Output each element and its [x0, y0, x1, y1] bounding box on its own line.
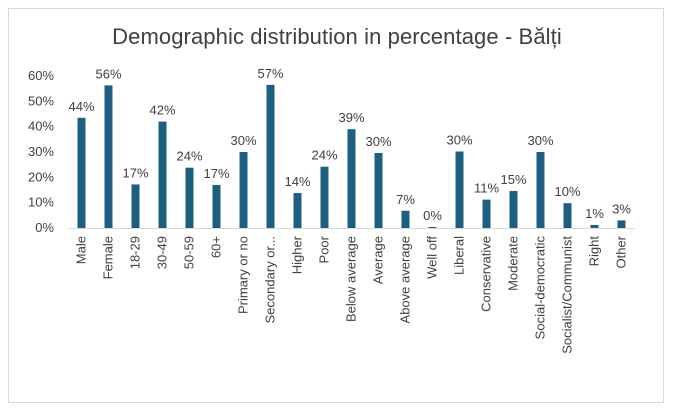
data-label: 30%	[365, 134, 391, 149]
bar	[482, 199, 491, 228]
bar	[590, 224, 599, 228]
data-label: 1%	[585, 206, 604, 221]
y-tick-label: 50%	[28, 93, 54, 108]
category-label: Liberal	[452, 236, 467, 275]
category-label: Primary or no	[236, 236, 251, 314]
bar	[131, 184, 140, 228]
data-label: 10%	[554, 184, 580, 199]
data-label: 42%	[149, 103, 175, 118]
bar	[77, 117, 86, 228]
bar	[320, 166, 329, 228]
bar	[104, 85, 113, 228]
data-label: 7%	[396, 192, 415, 207]
data-label: 44%	[68, 99, 94, 114]
bar	[401, 210, 410, 228]
bar	[293, 193, 302, 228]
category-label: Average	[371, 236, 386, 284]
bar	[428, 226, 437, 228]
data-label: 11%	[474, 181, 499, 196]
category-label: Male	[74, 236, 89, 264]
x-axis-categories: Male Female 18-29 30-49 50-59 60+ Primary or n…	[74, 235, 629, 353]
data-labels: 44%56%17%42%24%17%30%57%14%24%39%30%7%0%…	[68, 66, 631, 223]
bar	[617, 220, 626, 228]
category-label: Higher	[290, 235, 305, 274]
y-tick-label: 10%	[28, 195, 54, 210]
y-tick-label: 60%	[28, 68, 54, 83]
category-label: Right	[587, 236, 602, 267]
chart-title: Demographic distribution in percentage -…	[112, 24, 562, 49]
y-tick-label: 30%	[28, 144, 54, 159]
category-label: Female	[101, 236, 116, 279]
bar	[455, 151, 464, 228]
category-label: Poor	[317, 235, 332, 263]
category-label: Below average	[344, 236, 359, 322]
bar	[158, 121, 167, 228]
chart-frame	[8, 8, 664, 403]
data-label: 39%	[338, 110, 364, 125]
category-label: 18-29	[128, 236, 143, 269]
category-label: Secondary or...	[263, 236, 278, 323]
category-label: 50-59	[182, 236, 197, 269]
data-label: 57%	[257, 66, 283, 81]
bar	[374, 153, 383, 228]
data-label: 15%	[500, 172, 526, 187]
y-tick-label: 40%	[28, 119, 54, 134]
bar	[536, 152, 545, 228]
category-label: Above average	[398, 236, 413, 323]
category-label: 60+	[209, 236, 224, 258]
data-label: 17%	[122, 165, 148, 180]
bar	[347, 129, 356, 228]
data-label: 17%	[203, 166, 229, 181]
data-label: 3%	[612, 201, 631, 216]
category-label: 30-49	[155, 236, 170, 269]
bar	[239, 152, 248, 228]
y-tick-label: 20%	[28, 169, 54, 184]
category-label: Well off	[425, 236, 440, 279]
data-label: 56%	[95, 66, 121, 81]
data-label: 30%	[446, 132, 472, 147]
bar	[266, 84, 275, 228]
category-label: Conservative	[479, 236, 494, 312]
bar	[185, 167, 194, 228]
bar	[212, 184, 221, 228]
data-label: 0%	[423, 208, 442, 223]
category-label: Social-democratic	[533, 236, 548, 340]
category-label: Other	[614, 235, 629, 268]
bar	[563, 203, 572, 228]
data-label: 24%	[176, 149, 202, 164]
category-label: Socialist/Communist	[560, 236, 575, 354]
data-label: 14%	[284, 174, 310, 189]
y-axis-ticks: 0% 10% 20% 30% 40% 50% 60%	[28, 68, 54, 235]
category-label: Moderate	[506, 236, 521, 291]
data-label: 30%	[527, 133, 553, 148]
data-label: 30%	[230, 133, 256, 148]
y-tick-label: 0%	[35, 220, 54, 235]
bars	[77, 84, 626, 228]
data-label: 24%	[311, 148, 337, 163]
bar	[509, 191, 518, 228]
